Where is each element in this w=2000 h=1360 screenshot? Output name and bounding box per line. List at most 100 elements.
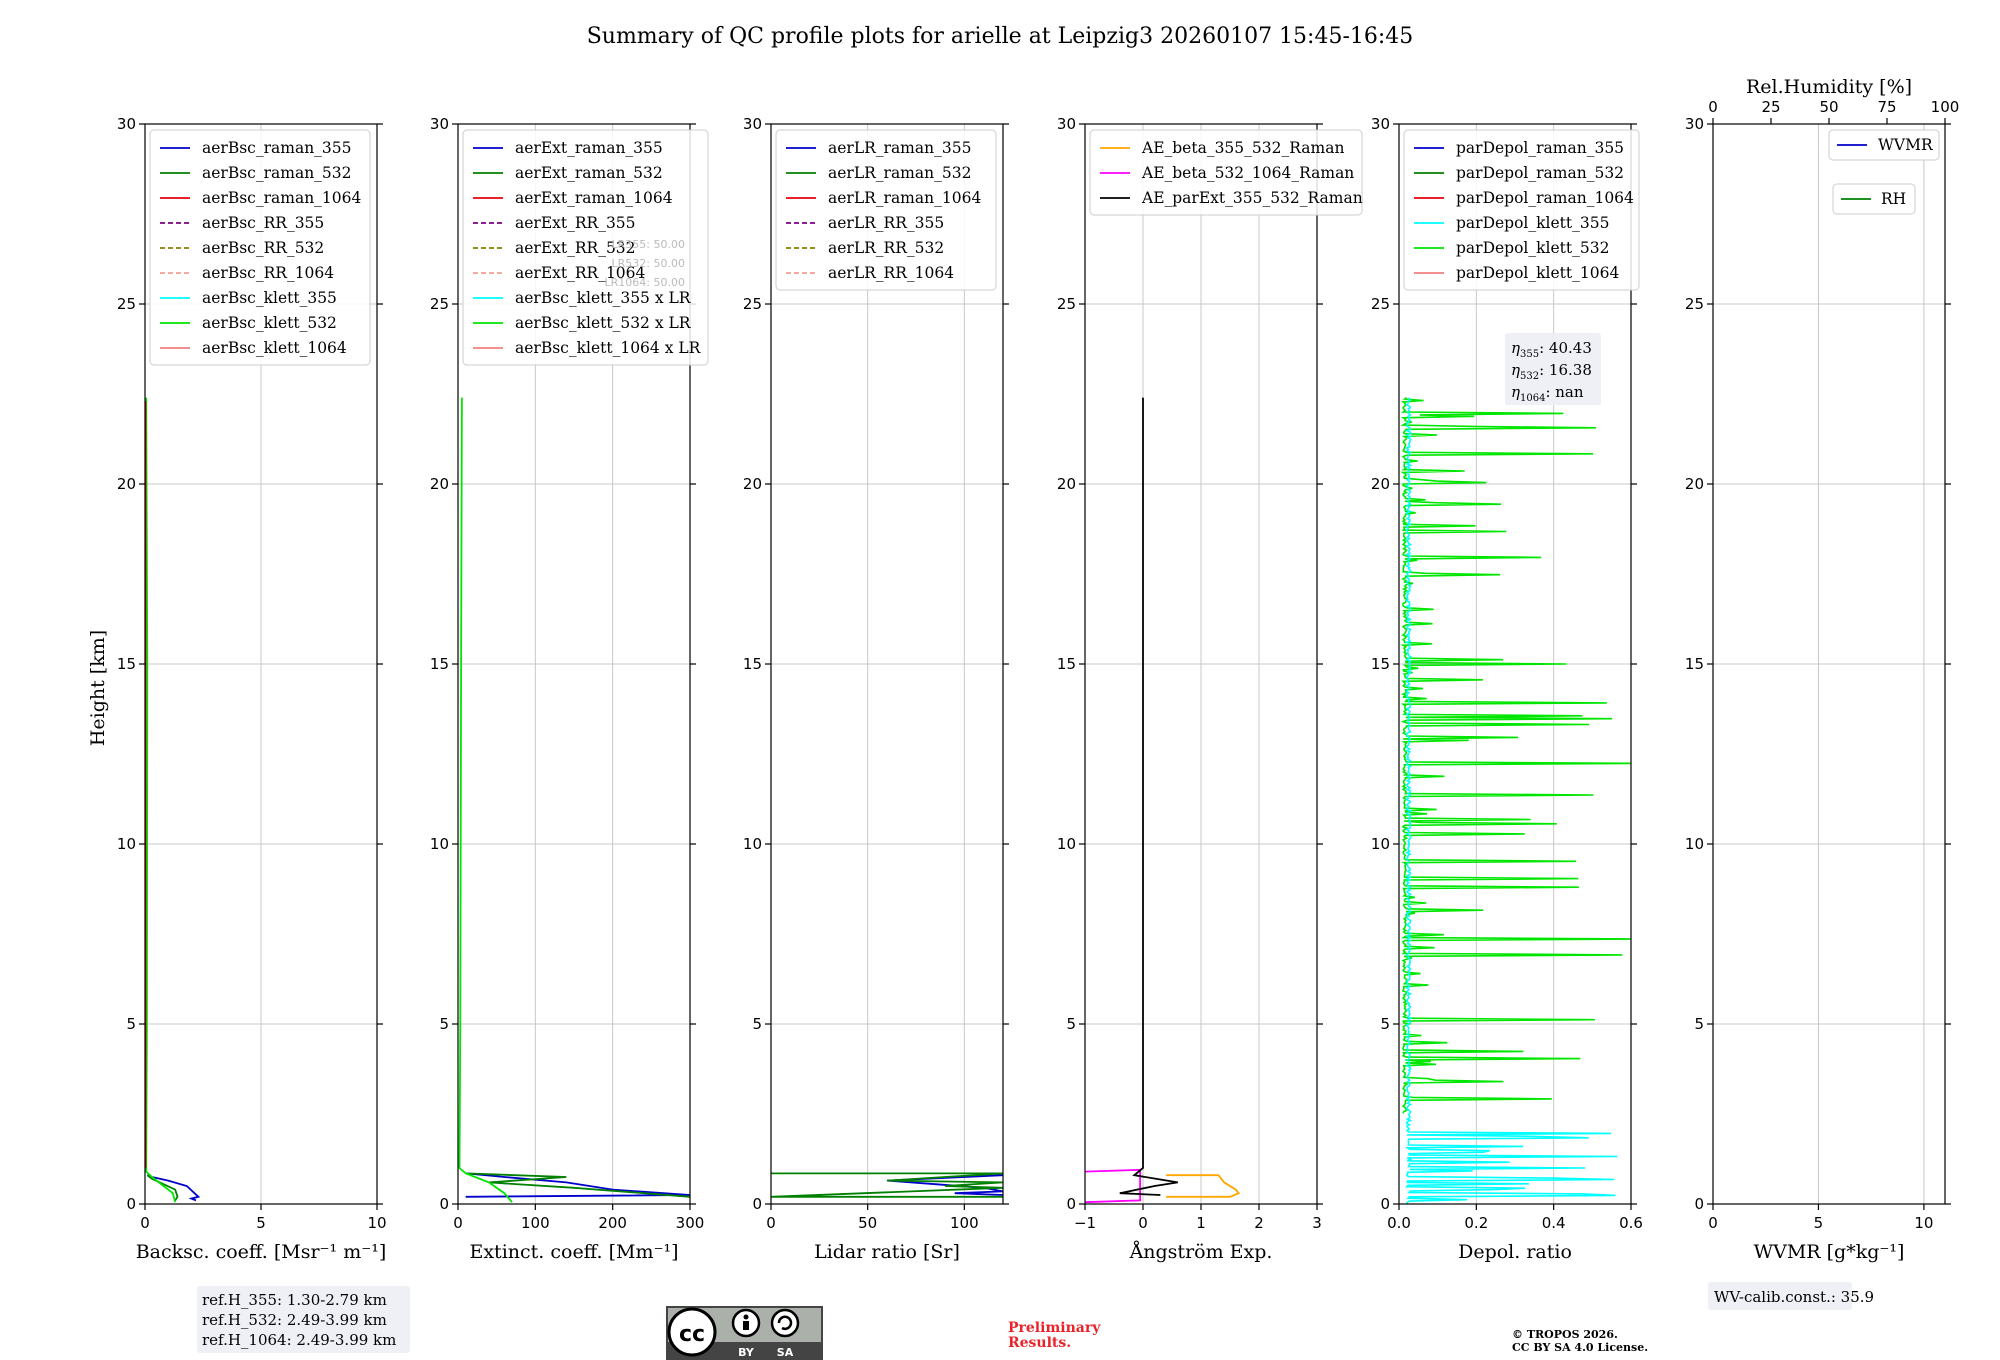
x-axis-label: Lidar ratio [Sr] bbox=[814, 1241, 960, 1263]
legend-label-3: aerExt_RR_355 bbox=[515, 214, 636, 232]
top-x-axis-label: Rel.Humidity [%] bbox=[1746, 76, 1912, 98]
series-AE_beta_355_532_Raman bbox=[1166, 1174, 1241, 1198]
ytick-label-1: 5 bbox=[439, 1015, 449, 1033]
ytick-label-0: 0 bbox=[1380, 1195, 1390, 1213]
xtick-label-2: 200 bbox=[598, 1214, 627, 1232]
xtick-label-1: 0.2 bbox=[1464, 1214, 1488, 1232]
series-parDepol_klett_532 bbox=[1400, 396, 1631, 1114]
xtick-label-0: −1 bbox=[1074, 1214, 1096, 1232]
legend-label-0: aerExt_raman_355 bbox=[515, 139, 663, 157]
ytick-label-5: 25 bbox=[1685, 295, 1704, 313]
data-area bbox=[771, 1172, 1003, 1198]
xtick-label-0: 0.0 bbox=[1387, 1214, 1411, 1232]
legend-box bbox=[775, 129, 997, 291]
ytick-label-5: 25 bbox=[117, 295, 136, 313]
ytick-label-4: 20 bbox=[1685, 475, 1704, 493]
ytick-label-1: 5 bbox=[126, 1015, 136, 1033]
xtick-label-0: 0 bbox=[453, 1214, 463, 1232]
xtick-label-3: 0.6 bbox=[1619, 1214, 1643, 1232]
xtick-label-0: 0 bbox=[140, 1214, 150, 1232]
legend: parDepol_raman_355 parDepol_raman_532 parD… bbox=[1403, 129, 1640, 291]
legend-label-7: aerBsc_klett_532 bbox=[202, 314, 337, 332]
legend-label-2: aerExt_raman_1064 bbox=[515, 189, 673, 207]
ytick-label-1: 5 bbox=[752, 1015, 762, 1033]
xtick-label-1: 50 bbox=[858, 1214, 877, 1232]
lidar-ratio-note-2: LR1064: 50.00 bbox=[605, 276, 685, 289]
xtick-label-3: 300 bbox=[676, 1214, 705, 1232]
series-aerBsc_raman_532 bbox=[146, 1174, 179, 1201]
top-xtick-label-1: 25 bbox=[1761, 98, 1780, 116]
xtick-label-2: 0.4 bbox=[1542, 1214, 1566, 1232]
ytick-label-4: 20 bbox=[1371, 475, 1390, 493]
ytick-label-6: 30 bbox=[1371, 115, 1390, 133]
legend-box-rh bbox=[1832, 183, 1916, 215]
legend-label-6: aerBsc_klett_355 bbox=[202, 289, 337, 307]
data-area bbox=[1400, 396, 1631, 1204]
by-icon-body bbox=[743, 1321, 749, 1330]
legend-label-5: aerBsc_RR_1064 bbox=[202, 264, 334, 282]
by-icon-head bbox=[743, 1314, 749, 1320]
ytick-label-2: 10 bbox=[1057, 835, 1076, 853]
legend-label-2: aerBsc_raman_1064 bbox=[202, 189, 362, 207]
x-axis-label: Depol. ratio bbox=[1458, 1241, 1572, 1263]
legend-label-1: parDepol_raman_532 bbox=[1456, 164, 1624, 182]
ytick-label-2: 10 bbox=[1685, 835, 1704, 853]
legend-label-8: aerBsc_klett_1064 bbox=[202, 339, 347, 357]
legend-label-3: parDepol_klett_355 bbox=[1456, 214, 1609, 232]
series-AE_beta_532_1064_Raman bbox=[1085, 1168, 1141, 1204]
legend-label-3: aerLR_RR_355 bbox=[828, 214, 944, 232]
data-area bbox=[1085, 397, 1241, 1204]
ytick-label-3: 15 bbox=[430, 655, 449, 673]
series-AE_parExt_355_532_Raman bbox=[1119, 397, 1178, 1196]
ref-heights-bg bbox=[197, 1286, 410, 1353]
cc-circle bbox=[667, 1307, 717, 1357]
ytick-label-6: 30 bbox=[430, 115, 449, 133]
legend-label-7: aerBsc_klett_532 x LR bbox=[515, 314, 692, 332]
data-area bbox=[145, 397, 201, 1203]
eta-line-2: η1064: nan bbox=[1511, 383, 1584, 404]
legend: WVMR RH bbox=[1828, 129, 1940, 215]
ytick-label-0: 0 bbox=[439, 1195, 449, 1213]
ref-height-1: ref.H_532: 2.49-3.99 km bbox=[202, 1311, 387, 1329]
series-parDepol_klett_355 bbox=[1404, 397, 1618, 1204]
sa-icon bbox=[770, 1308, 800, 1338]
top-xtick-label-3: 75 bbox=[1877, 98, 1896, 116]
legend-label-1: aerLR_raman_532 bbox=[828, 164, 971, 182]
legend-label-5: parDepol_klett_1064 bbox=[1456, 264, 1619, 282]
top-xtick-label-4: 100 bbox=[1931, 98, 1960, 116]
legend-label-rh: RH bbox=[1881, 190, 1906, 208]
x-axis-label: Ångström Exp. bbox=[1129, 1241, 1273, 1263]
ref-height-0: ref.H_355: 1.30-2.79 km bbox=[202, 1291, 387, 1309]
eta-box-bg bbox=[1505, 333, 1601, 405]
sa-icon-arrow bbox=[777, 1315, 793, 1330]
ytick-label-2: 10 bbox=[743, 835, 762, 853]
xtick-label-4: 3 bbox=[1312, 1214, 1322, 1232]
legend-label-0: AE_beta_355_532_Raman bbox=[1141, 139, 1344, 157]
ytick-label-5: 25 bbox=[430, 295, 449, 313]
series-aerBsc_klett_532 x LR bbox=[458, 397, 513, 1203]
figure-annotations: LR355: 50.00 LR532: 50.00 LR1064: 50.00 η35… bbox=[197, 238, 1874, 1360]
ytick-label-4: 20 bbox=[1057, 475, 1076, 493]
legend-label-8: aerBsc_klett_1064 x LR bbox=[515, 339, 702, 357]
legend-box bbox=[1089, 129, 1363, 216]
legend-label-2: aerLR_raman_1064 bbox=[828, 189, 981, 207]
xtick-label-1: 0 bbox=[1138, 1214, 1148, 1232]
ytick-label-6: 30 bbox=[1057, 115, 1076, 133]
legend-label-1: aerExt_raman_532 bbox=[515, 164, 663, 182]
legend-label-0: aerBsc_raman_355 bbox=[202, 139, 352, 157]
ytick-label-6: 30 bbox=[117, 115, 136, 133]
xtick-label-1: 5 bbox=[256, 1214, 266, 1232]
ytick-label-4: 20 bbox=[430, 475, 449, 493]
preliminary-text-0: Preliminary bbox=[1008, 1320, 1101, 1336]
legend-label-2: parDepol_raman_1064 bbox=[1456, 189, 1634, 207]
legend-box bbox=[1403, 129, 1640, 291]
xtick-label-3: 2 bbox=[1254, 1214, 1264, 1232]
x-axis-label: Backsc. coeff. [Msr⁻¹ m⁻¹] bbox=[136, 1241, 387, 1263]
ytick-label-5: 25 bbox=[743, 295, 762, 313]
legend: aerExt_raman_355 aerExt_raman_532 aerExt_r… bbox=[462, 129, 709, 366]
legend-label-1: AE_beta_532_1064_Raman bbox=[1141, 164, 1354, 182]
